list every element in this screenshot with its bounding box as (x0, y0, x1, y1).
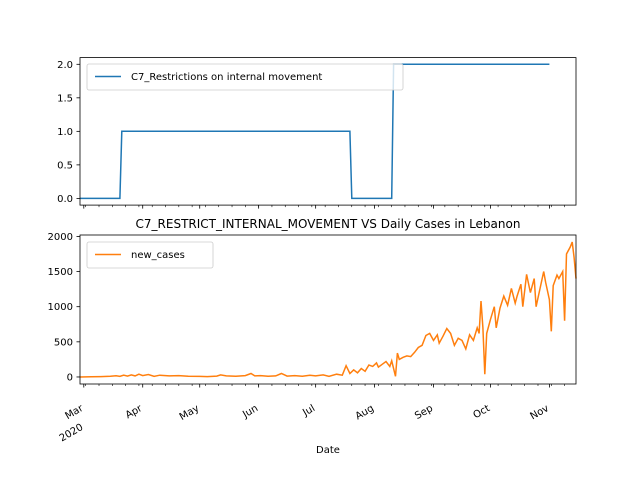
x-axis-label: Date (316, 445, 340, 456)
y-tick-label: 1000 (48, 302, 73, 313)
bottom-axes-frame (79, 234, 577, 385)
y-tick-label: 0 (67, 372, 73, 383)
y-tick-label: 1500 (48, 267, 73, 278)
top-subplot: 0.0 0.5 1.0 1.5 2.0 C7_Restrictions on inter… (57, 57, 577, 209)
top-legend: C7_Restrictions on internal movement (86, 63, 404, 91)
bottom-legend: new_cases (86, 241, 214, 269)
bottom-subplot: C7_RESTRICT_INTERNAL_MOVEMENT VS Daily C… (48, 217, 577, 456)
series-line-new-cases (79, 241, 577, 378)
bottom-legend-box (86, 241, 214, 269)
y-tick-label: 2000 (48, 232, 73, 243)
bottom-legend-label: new_cases (131, 250, 185, 261)
y-tick-label: 0.5 (57, 160, 73, 171)
y-tick-label: 500 (54, 337, 73, 348)
y-tick-label: 2.0 (57, 60, 73, 71)
y-tick-label: 1.5 (57, 93, 73, 104)
top-axes-frame (79, 57, 577, 206)
top-y-axis-ticks: 0.0 0.5 1.0 1.5 2.0 (57, 60, 80, 205)
y-tick-label: 0.0 (57, 194, 73, 205)
top-legend-box (86, 63, 404, 91)
bottom-chart-title: C7_RESTRICT_INTERNAL_MOVEMENT VS Daily C… (136, 217, 521, 231)
top-legend-label: C7_Restrictions on internal movement (131, 72, 322, 83)
bottom-y-axis-ticks: 0 500 1000 1500 2000 (48, 232, 80, 383)
y-tick-label: 1.0 (57, 127, 73, 138)
